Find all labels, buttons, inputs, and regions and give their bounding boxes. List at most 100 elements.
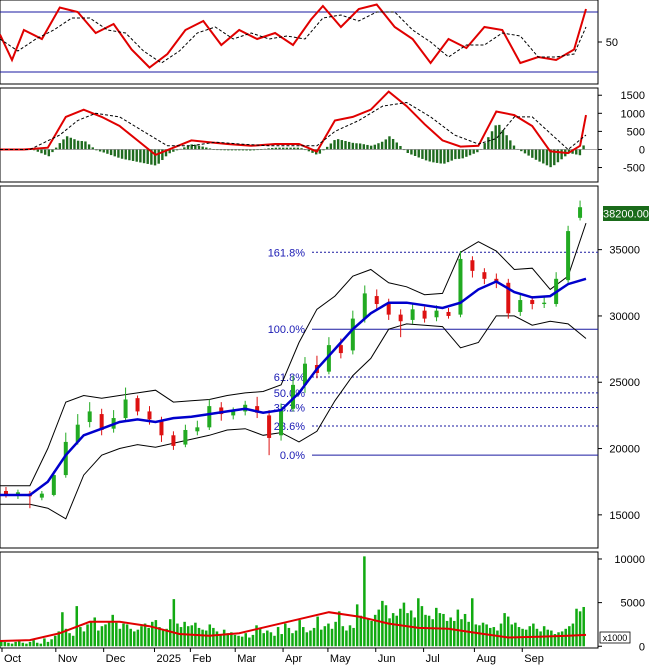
volume-bar [532,623,535,647]
volume-bar [417,598,420,647]
volume-bar [438,613,442,647]
volume-bar [125,624,129,647]
candle-body [15,492,20,495]
bollinger-band-line [0,222,587,487]
candle-body [326,345,331,372]
volume-bar [560,631,564,647]
macd-histogram-bar [505,135,508,150]
volume-bar [0,641,3,647]
macd-histogram-bar [201,146,204,150]
volume-bar [136,629,140,647]
macd-histogram-bar [197,145,201,150]
macd-histogram-bar [373,144,377,150]
macd-histogram-bar [355,143,358,150]
macd-histogram-bar [271,147,274,150]
volume-bar [384,605,388,647]
rsi-lines [0,3,587,69]
rsi-y-axis: 50 [598,37,618,49]
volume-bar [7,642,10,647]
macd-histogram-bar [102,149,105,153]
y-tick-label: 20000 [609,444,640,456]
macd-histogram-bar [274,147,278,150]
volume-bar [197,627,201,647]
macd-histogram-bar [553,149,556,166]
macd-histogram-bar [43,149,47,155]
macd-histogram-bar [54,147,58,150]
macd-panel-frame [0,87,599,183]
macd-histogram-bar [377,143,380,150]
macd-y-axis: 1500 1000 500 0 -500 [598,90,645,175]
volume-bar [291,633,294,647]
candle-body [255,406,260,413]
candle-body [231,411,236,416]
volume-bar [510,624,514,647]
volume-bar [424,614,427,647]
candle-body [75,424,80,442]
volume-bar [93,617,96,647]
volume-bar [499,623,503,647]
y-tick-label: 30000 [609,311,640,323]
volume-bar [442,613,445,647]
candle-body [63,441,68,476]
candle-body [183,429,188,445]
macd-histogram-bar [252,149,256,151]
macd-histogram-bar [468,149,472,156]
macd-histogram-bar [120,149,124,159]
x-tick-label: Oct [4,653,21,665]
volume-bar [431,619,434,647]
macd-histogram-bar [333,140,336,150]
volume-bar [86,624,89,647]
y-tick-label: 15000 [609,510,640,522]
macd-histogram-bar [117,149,120,158]
volume-bar [316,616,319,647]
candle-body [159,420,164,436]
volume-panel: 10000 5000 0 x1000 [0,551,645,653]
x-tick-label: Apr [285,653,302,665]
volume-bar [355,604,359,647]
volume-bar [82,631,86,647]
volume-y-axis: 10000 5000 0 [598,554,645,653]
macd-lines [0,90,598,157]
volume-bar [514,622,517,647]
candle-body [398,314,403,322]
macd-histogram-bar [439,149,442,164]
volume-bar [557,632,560,647]
macd-histogram-bar [146,149,149,164]
macd-histogram-bar [483,143,486,150]
macd-histogram-bar [84,141,87,150]
macd-histogram-bar [450,149,453,161]
macd-histogram-bar [322,149,325,151]
x-tick-label: Jul [426,653,440,665]
volume-bar [219,634,222,647]
volume-bar [204,630,208,647]
rsi-line [0,3,587,69]
macd-histogram-bar [461,149,464,159]
y-tick-label: 500 [627,126,645,138]
fib-label: 100.0% [268,324,306,336]
macd-histogram-bar [234,149,237,151]
volume-bar [309,630,312,647]
macd-histogram-bar [549,149,552,168]
volume-bar [133,631,136,647]
volume-bar [3,641,7,647]
volume-bar [53,635,57,647]
macd-histogram-bar [347,141,351,150]
volume-bar [154,620,158,647]
candle-body [410,309,415,320]
macd-histogram-bar [446,149,450,163]
macd-histogram-bar [131,149,135,161]
volume-bar [337,611,341,647]
volume-bar [359,615,363,647]
macd-histogram-bar [512,145,516,150]
macd-histogram-bar [509,140,512,150]
y-tick-label: -500 [623,163,645,175]
macd-histogram-bar [40,149,43,154]
candle-body [291,384,296,409]
macd-histogram-bar [227,149,230,151]
macd-histogram-bar [249,149,252,151]
x-tick-label: Feb [192,653,211,665]
macd-histogram-bar [329,143,333,150]
macd-line [0,90,587,157]
macd-histogram-bar [542,149,545,164]
macd-histogram-bar [157,149,160,164]
